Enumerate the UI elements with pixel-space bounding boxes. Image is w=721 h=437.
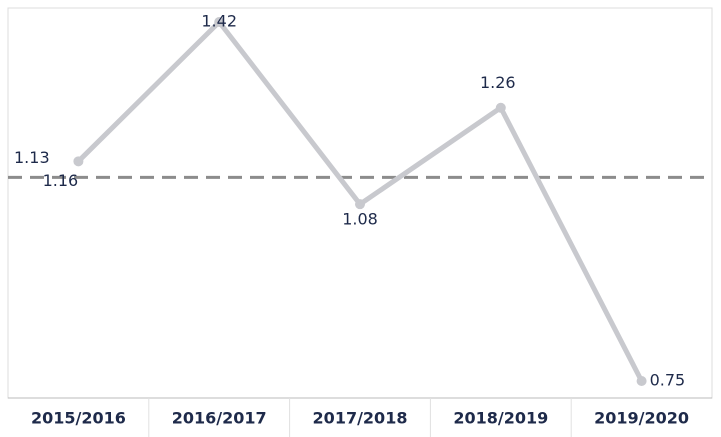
x-tick-label: 2017/2018 — [313, 409, 408, 428]
data-label: 1.26 — [480, 73, 516, 92]
x-tick-label: 2019/2020 — [594, 409, 689, 428]
x-tick-label: 2018/2019 — [453, 409, 548, 428]
point — [73, 156, 84, 167]
point — [636, 376, 647, 386]
data-label: 1.42 — [201, 12, 237, 31]
data-label: 1.08 — [342, 210, 378, 229]
data-label: 1.16 — [43, 171, 79, 190]
x-tick-label: 2016/2017 — [172, 409, 267, 428]
x-tick-label: 2015/2016 — [31, 409, 126, 428]
point — [214, 17, 225, 27]
data-label: 0.75 — [650, 371, 686, 390]
point — [495, 102, 506, 113]
point — [355, 199, 365, 210]
reference-label: 1.13 — [14, 148, 50, 167]
